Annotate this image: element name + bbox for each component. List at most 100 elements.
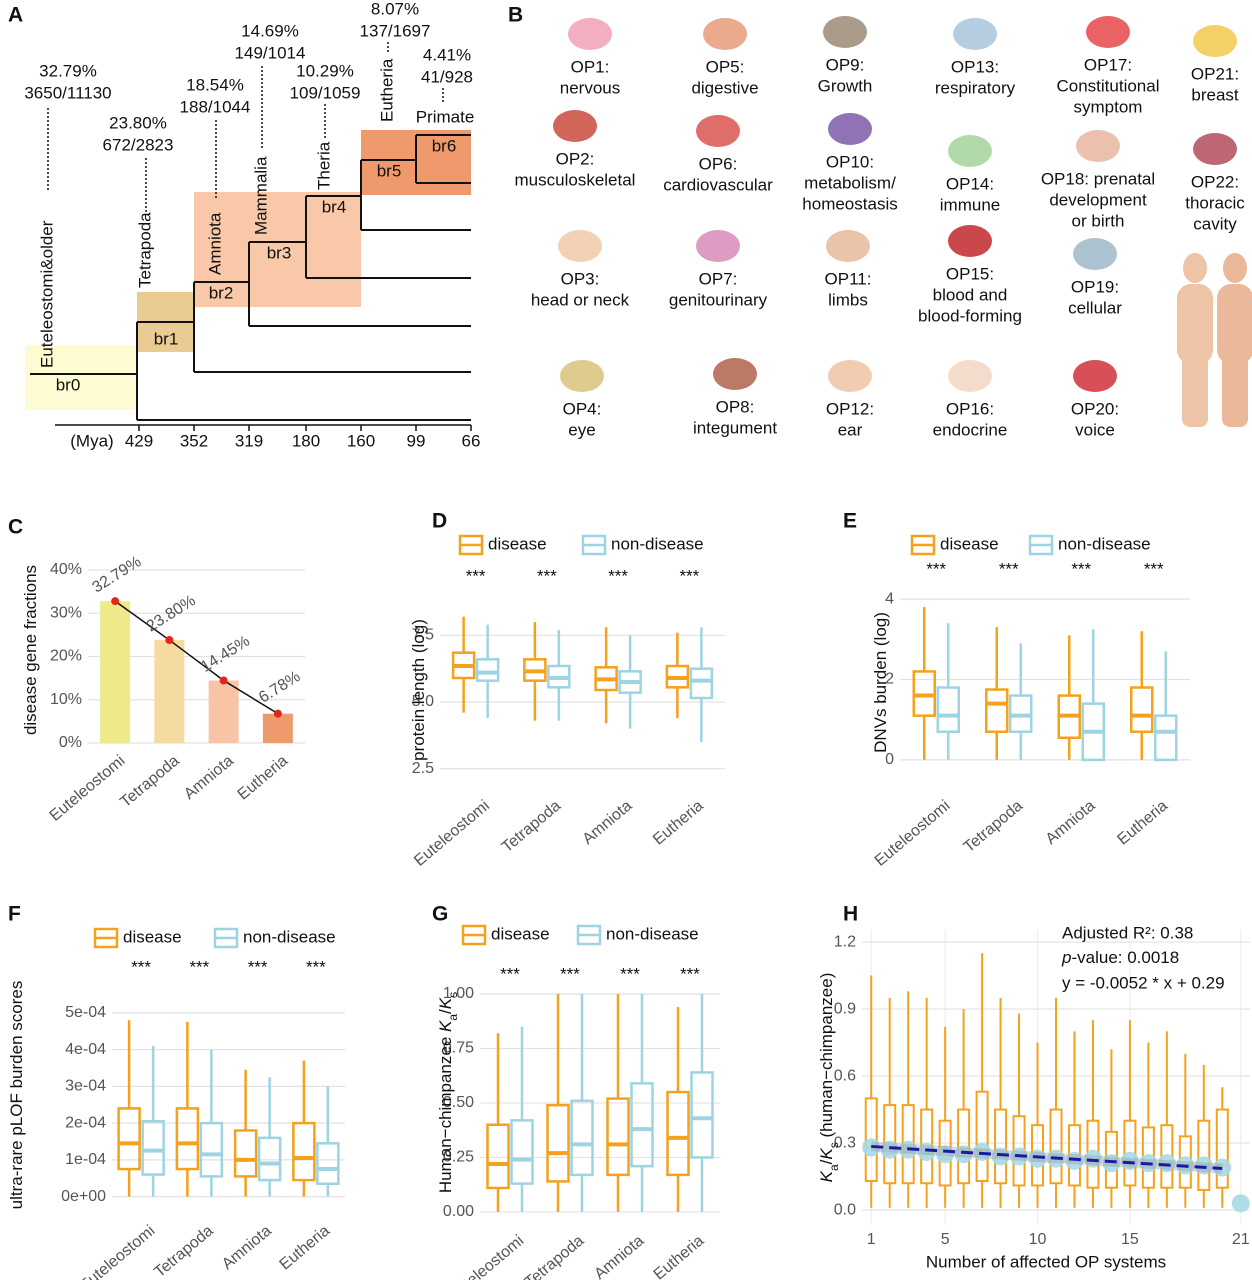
box: [1215, 1108, 1229, 1189]
organ-icon: [703, 18, 747, 50]
organ-label: symptom: [1074, 97, 1143, 116]
legend-label: disease: [488, 534, 547, 553]
organ-icon: [696, 230, 740, 262]
y-axis-label-part: K: [817, 1170, 836, 1182]
organ-label: or birth: [1072, 211, 1125, 230]
box: [510, 1119, 534, 1185]
mean-point: [1028, 1149, 1047, 1168]
x-tick-label: Amniota: [591, 1232, 647, 1280]
box: [316, 1142, 340, 1186]
box: [1049, 1108, 1063, 1185]
clade-fraction: 188/1044: [180, 97, 251, 116]
significance: ***: [680, 964, 700, 983]
time-tick-label: 429: [125, 431, 153, 450]
clade-fraction: 41/928: [421, 67, 473, 86]
organ-label: OP10:: [826, 152, 874, 171]
x-tick-label: Amniota: [219, 1222, 275, 1273]
box: [475, 658, 500, 682]
organ-label: OP14:: [946, 174, 994, 193]
box: [1130, 686, 1154, 733]
organ-icon: [1086, 16, 1130, 48]
organ-label: cavity: [1193, 214, 1237, 233]
bar: [208, 680, 239, 743]
organ-label: breast: [1191, 85, 1239, 104]
value-label: 32.79%: [89, 553, 144, 596]
box: [864, 1097, 878, 1183]
body-head: [1183, 253, 1207, 283]
organ-label: OP12:: [826, 399, 874, 418]
box: [689, 667, 714, 700]
box: [690, 1071, 714, 1159]
box: [175, 1107, 200, 1171]
y-tick-label: 1e-04: [65, 1151, 106, 1168]
organ-label: blood and: [933, 285, 1008, 304]
organ-label: OP16:: [946, 399, 994, 418]
y-tick-label: 0: [885, 751, 894, 768]
significance: ***: [679, 566, 699, 585]
organ-label: endocrine: [933, 420, 1008, 439]
clade-fraction: 109/1059: [290, 83, 361, 102]
y-tick-label: 4e-04: [65, 1041, 106, 1058]
mean-point: [1083, 1149, 1102, 1168]
x-tick-label: Amniota: [181, 752, 237, 803]
panel-letter: B: [508, 4, 523, 27]
stat-p-value: -value: 0.0018: [1071, 948, 1179, 967]
mean-point: [991, 1147, 1010, 1166]
y-tick-label: 2.5: [412, 760, 434, 777]
organ-label: OP21:: [1191, 64, 1239, 83]
x-tick-label: Eutheria: [277, 1222, 334, 1273]
panel-letter: C: [8, 516, 23, 539]
organ-label: immune: [940, 195, 1000, 214]
organ-label: OP17:: [1084, 55, 1132, 74]
box: [292, 1121, 316, 1182]
x-axis-label: Number of affected OP systems: [926, 1252, 1166, 1271]
y-axis-label-part: (human−chimpanzee): [817, 973, 836, 1143]
legend-label: non-disease: [243, 927, 336, 946]
organ-label: head or neck: [531, 290, 630, 309]
box: [975, 1090, 989, 1183]
y-tick-label: 0.50: [443, 1094, 474, 1111]
clade-fraction: 149/1014: [235, 43, 306, 62]
time-tick-label: 319: [235, 431, 263, 450]
stat-r2: Adjusted R²: 0.38: [1062, 923, 1193, 942]
organ-icon: [1193, 25, 1237, 57]
clade-shade: [25, 345, 137, 410]
bar: [100, 601, 131, 743]
significance: ***: [926, 559, 946, 578]
panel-letter: F: [8, 903, 21, 926]
y-tick-label: 2e-04: [65, 1114, 106, 1131]
panel-letter: D: [432, 510, 447, 533]
y-axis-label-part: Human−chimpanzee: [436, 1032, 455, 1193]
legend-label: disease: [491, 924, 550, 943]
organ-label: limbs: [828, 290, 868, 309]
clade-percent: 10.29%: [296, 61, 354, 80]
significance: ***: [620, 964, 640, 983]
axis-unit: (Mya): [70, 431, 113, 450]
y-axis-label: DNVs burden (log): [871, 612, 890, 753]
organ-label: homeostasis: [802, 194, 897, 213]
y-tick-label: 10%: [50, 691, 82, 708]
legend-label: non-disease: [611, 534, 704, 553]
organ-icon: [948, 225, 992, 257]
point: [165, 636, 174, 645]
time-tick-label: 160: [347, 431, 375, 450]
x-tick-label: 5: [941, 1231, 950, 1248]
clade-fraction: 672/2823: [103, 135, 174, 154]
x-tick-label: 10: [1029, 1231, 1047, 1248]
value-label: 6.78%: [256, 668, 303, 706]
y-axis-label-part: disease gene fractions: [21, 565, 40, 735]
organ-icon: [696, 115, 740, 147]
organ-label: OP2:: [556, 149, 595, 168]
x-tick-label: Tetrapoda: [151, 1222, 217, 1280]
y-axis-label-part: K: [817, 1148, 836, 1160]
y-tick-label: 0.75: [443, 1040, 474, 1057]
significance: ***: [537, 566, 557, 585]
organ-label: OP20:: [1071, 399, 1119, 418]
box: [117, 1107, 141, 1171]
bar: [262, 713, 293, 743]
box: [912, 670, 936, 717]
box: [957, 1108, 971, 1185]
y-tick-label: 3e-04: [65, 1078, 106, 1095]
y-tick-label: 1.2: [834, 933, 856, 950]
